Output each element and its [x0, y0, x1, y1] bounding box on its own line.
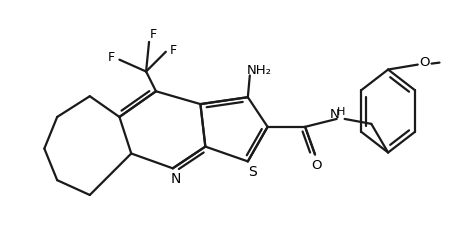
Text: F: F	[108, 51, 115, 64]
Text: F: F	[170, 44, 177, 57]
Text: NH₂: NH₂	[247, 64, 272, 77]
Text: N: N	[171, 171, 181, 185]
Text: O: O	[419, 56, 430, 69]
Text: H: H	[336, 106, 345, 116]
Text: S: S	[249, 165, 257, 178]
Text: O: O	[312, 158, 322, 171]
Text: N: N	[330, 107, 340, 120]
Text: F: F	[150, 28, 157, 41]
